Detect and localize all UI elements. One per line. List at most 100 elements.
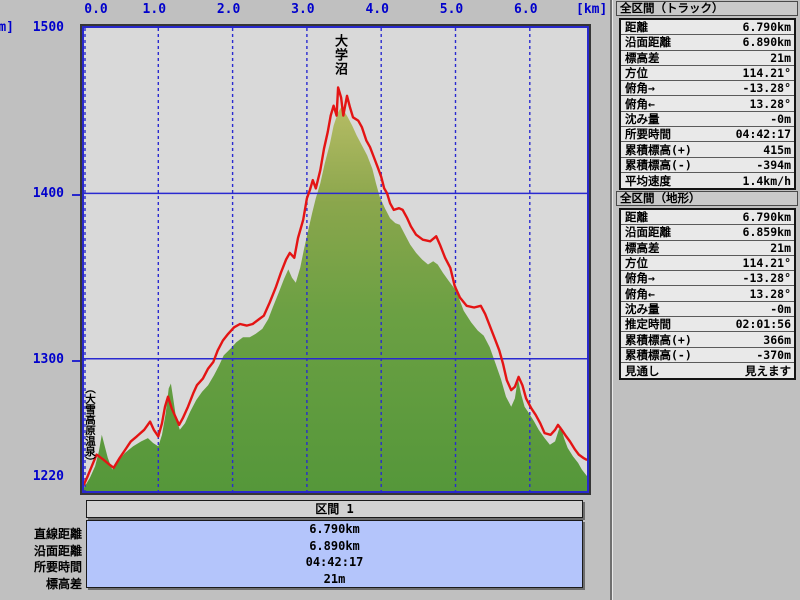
panel-splitter[interactable]	[610, 0, 612, 600]
panel-row: 見通し 見えます	[621, 363, 794, 378]
x-tick-label-1.0: 1.0	[142, 2, 167, 17]
panel-row-label: 沈み量	[625, 301, 660, 316]
panel-row: 累積標高(+) 415m	[621, 142, 794, 158]
panel-row-value: 見えます	[745, 363, 791, 378]
panel-row-value: 114.21°	[742, 66, 791, 81]
panel-row-value: 04:42:17	[735, 127, 791, 142]
elevation-chart: 大学沼 （大雪高原温泉）	[80, 24, 591, 495]
panel-row: 沿面距離 6.890km	[621, 35, 794, 51]
panel-row-value: 415m	[763, 142, 791, 157]
panel-row: 俯角← 13.28°	[621, 96, 794, 112]
panel-section-title-1: 全区間（トラック）	[616, 1, 798, 16]
panel-row-label: 見通し	[625, 363, 660, 378]
panel-row-label: 累積標高(-)	[625, 157, 692, 172]
x-tick-label-2.0: 2.0	[216, 2, 241, 17]
panel-row: 俯角→ -13.28°	[621, 271, 794, 287]
panel-row-label: 累積標高(+)	[625, 332, 692, 347]
panel-row-label: 沿面距離	[625, 225, 671, 240]
panel-row: 推定時間 02:01:56	[621, 317, 794, 333]
panel-row-value: -0m	[770, 111, 791, 126]
x-tick-label-4.0: 4.0	[365, 2, 389, 17]
panel-row-value: -13.28°	[742, 271, 791, 286]
panel-row: 所要時間 04:42:17	[621, 127, 794, 143]
section-label-1: 直線距離	[33, 527, 82, 541]
panel-row-value: 21m	[770, 50, 791, 65]
section-values-box: 6.790km 6.890km 04:42:17 21m	[86, 520, 583, 588]
start-annotation: （大雪高原温泉）	[84, 383, 96, 467]
section-value-4: 21m	[323, 571, 346, 586]
y-tick-label-1300: 1300	[32, 352, 64, 367]
panel-row-value: 21m	[770, 240, 791, 255]
panel-row: 沿面距離 6.859km	[621, 225, 794, 241]
section-value-2: 6.890km	[309, 538, 360, 553]
section-value-3: 04:42:17	[305, 555, 364, 569]
panel-row: 累積標高(-) -394m	[621, 158, 794, 173]
panel-row-label: 俯角←	[625, 286, 655, 301]
panel-row-label: 距離	[625, 20, 648, 35]
panel-row: 俯角→ -13.28°	[621, 81, 794, 97]
x-tick-label-3.0: 3.0	[291, 2, 315, 17]
panel-row: 距離 6.790km	[621, 210, 794, 226]
y-tick-label-1500: 1500	[32, 20, 64, 35]
panel-row-value: 13.28°	[749, 96, 791, 111]
panel-row-value: 6.859km	[742, 225, 791, 240]
peak-annotation: 大学沼	[332, 34, 347, 76]
panel-row: 距離 6.790km	[621, 20, 794, 36]
panel-section-title-2: 全区間（地形）	[616, 191, 798, 206]
section-value-1: 6.790km	[309, 522, 360, 536]
panel-row-value: 6.890km	[742, 35, 791, 50]
section-label-2: 沿面距離	[33, 544, 82, 558]
panel-row: 累積標高(+) 366m	[621, 332, 794, 348]
panel-row: 標高差 21m	[621, 241, 794, 256]
panel-row-label: 累積標高(+)	[625, 142, 692, 157]
panel-row-label: 所要時間	[625, 127, 671, 142]
section-title-bar: 区間 1	[86, 500, 583, 518]
y-axis-unit: m]	[0, 20, 14, 35]
y-tick-1300	[72, 360, 81, 362]
x-tick-label-5.0: 5.0	[439, 2, 464, 17]
panel-row: 累積標高(-) -370m	[621, 348, 794, 363]
panel-row-value: 1.4km/h	[742, 173, 791, 188]
x-axis-unit: [km]	[576, 2, 608, 17]
panel-splitter-highlight	[612, 0, 613, 600]
panel-row: 俯角← 13.28°	[621, 286, 794, 302]
plot-area: 大学沼 （大雪高原温泉）	[82, 26, 589, 493]
section-label-4: 標高差	[45, 577, 82, 591]
panel-row-label: 累積標高(-)	[625, 347, 692, 362]
panel-row-label: 平均速度	[625, 173, 671, 188]
panel-row-value: 6.790km	[742, 20, 791, 35]
panel-row-value: -0m	[770, 301, 791, 316]
panel-row-label: 俯角←	[625, 96, 655, 111]
panel-row-value: 366m	[763, 332, 791, 347]
panel-row-value: 6.790km	[742, 210, 791, 225]
panel-row-label: 方位	[625, 66, 648, 81]
panel-row-label: 距離	[625, 210, 648, 225]
panel-row-label: 俯角→	[625, 271, 655, 286]
x-tick-label-6.0: 6.0	[514, 2, 538, 17]
panel-row: 標高差 21m	[621, 51, 794, 66]
panel-row-label: 標高差	[625, 50, 660, 65]
panel-row-value: 02:01:56	[735, 317, 791, 332]
panel-row-value: 114.21°	[742, 256, 791, 271]
panel-row-label: 標高差	[625, 240, 660, 255]
section-label-3: 所要時間	[33, 560, 82, 574]
panel-row: 平均速度 1.4km/h	[621, 173, 794, 188]
panel-row-label: 推定時間	[625, 317, 671, 332]
x-tick-label-0.0: 0.0	[84, 2, 108, 17]
panel-row-value: -370m	[756, 347, 791, 362]
profile-plot	[84, 28, 587, 491]
panel-row-value: 13.28°	[749, 286, 791, 301]
panel-row-value: -13.28°	[742, 81, 791, 96]
panel-row: 方位 114.21°	[621, 256, 794, 272]
y-tick-label-1400: 1400	[32, 186, 64, 201]
y-tick-1400	[72, 194, 81, 196]
panel-row: 沈み量 -0m	[621, 111, 794, 128]
panel-row-label: 沿面距離	[625, 35, 671, 50]
panel-table-1: 距離 6.790km 沿面距離 6.890km 標高差 21m 方位 114.21° 俯角→ -1…	[619, 18, 796, 191]
panel-row: 方位 114.21°	[621, 66, 794, 82]
panel-row-label: 方位	[625, 256, 648, 271]
y-tick-label-1220: 1220	[32, 469, 64, 484]
panel-row-label: 沈み量	[625, 111, 660, 126]
panel-row-label: 俯角→	[625, 81, 655, 96]
